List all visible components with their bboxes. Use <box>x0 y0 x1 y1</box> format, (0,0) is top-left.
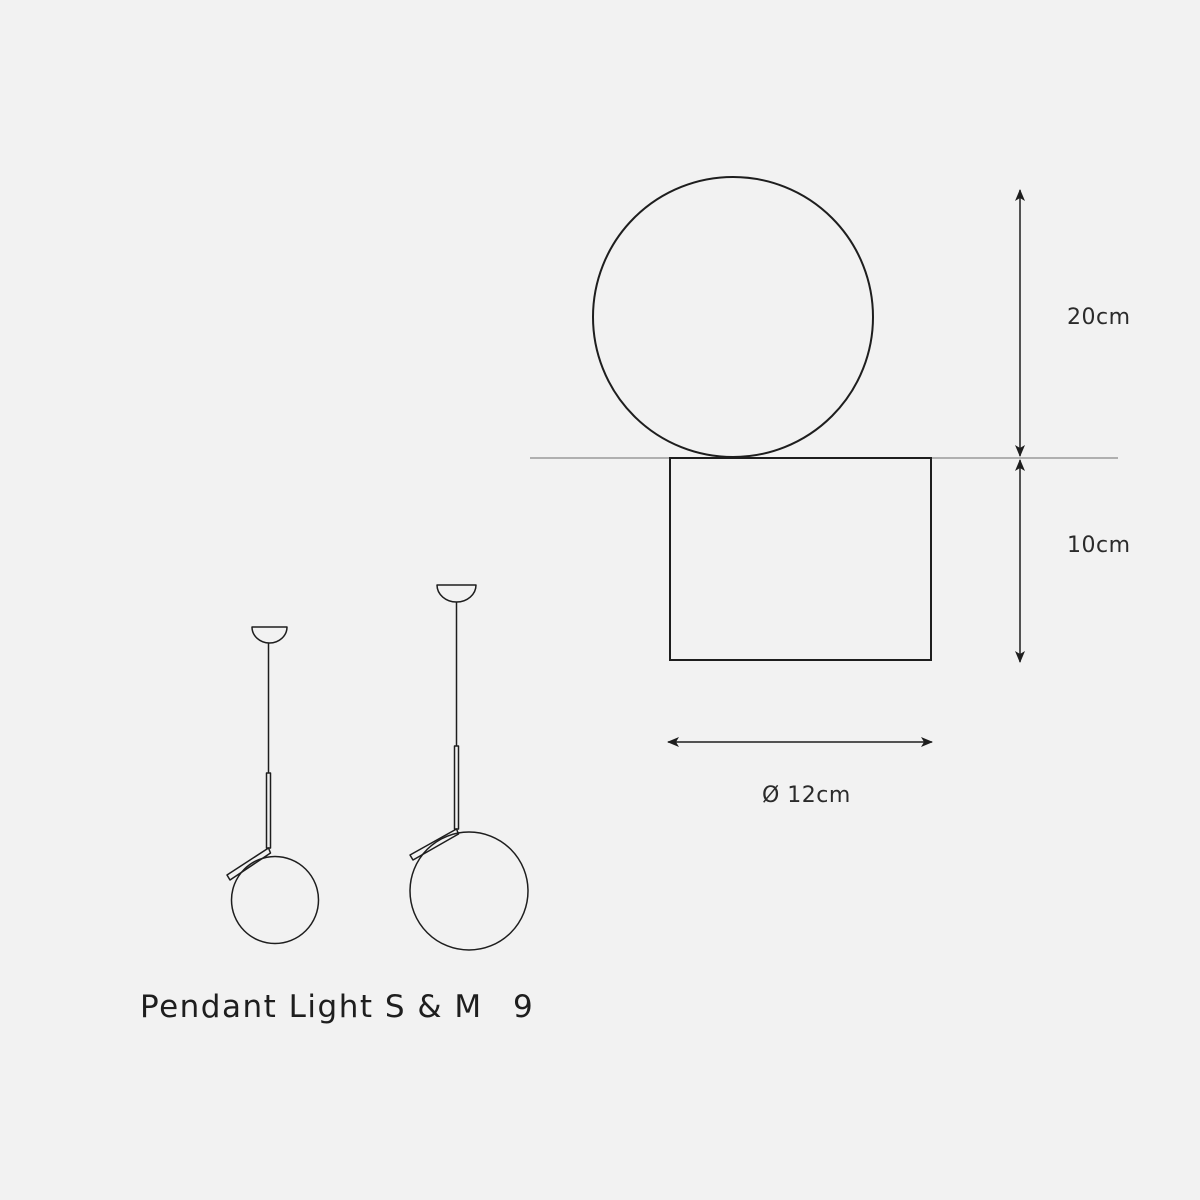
small-stem <box>265 772 272 849</box>
globe-height-label: 20cm <box>1067 305 1131 330</box>
small-globe <box>230 855 320 945</box>
pendant-light-medium <box>409 584 529 951</box>
medium-ceiling-canopy <box>436 584 477 603</box>
small-arm <box>226 847 272 881</box>
lamp-globe <box>592 176 874 458</box>
pendant-light-small <box>226 626 320 945</box>
medium-globe <box>409 831 529 951</box>
caption-title: Pendant Light S & M <box>140 989 483 1025</box>
dimension-lines <box>667 189 1025 747</box>
caption-number: 9 <box>513 989 534 1025</box>
lamp-base <box>669 457 932 661</box>
base-height-label: 10cm <box>1067 533 1131 558</box>
table-lamp-elevation <box>530 176 1118 661</box>
small-ceiling-canopy <box>251 626 288 644</box>
medium-arm <box>409 828 460 861</box>
diameter-label: Ø 12cm <box>762 783 851 808</box>
medium-stem <box>453 745 460 830</box>
